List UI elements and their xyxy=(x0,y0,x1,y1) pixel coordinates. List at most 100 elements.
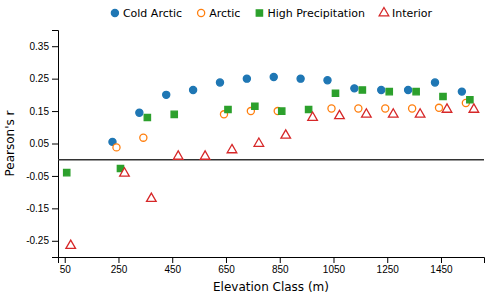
legend: Cold Arctic Arctic High Precipitation Inter… xyxy=(111,7,432,20)
legend-marker xyxy=(256,10,262,16)
y-axis-line xyxy=(52,31,59,258)
y-tick-mark xyxy=(52,144,58,145)
y-tick-mark xyxy=(52,241,58,242)
reference-line xyxy=(58,159,484,161)
point xyxy=(120,168,130,176)
y-tick-label: 0.35 xyxy=(30,41,50,52)
y-tick-mark xyxy=(52,46,58,47)
marks xyxy=(58,73,484,248)
y-tick-label: 0.05 xyxy=(30,138,50,149)
x-tick: 250 xyxy=(111,257,128,275)
point xyxy=(163,91,170,98)
legend-item: High Precipitation xyxy=(256,7,365,20)
point xyxy=(140,134,147,141)
point xyxy=(458,88,465,95)
legend-item: Interior xyxy=(379,7,432,20)
y-tick-mark xyxy=(52,111,58,112)
y-tick-label: 0.25 xyxy=(30,73,50,84)
point xyxy=(252,103,258,109)
x-tick-mark xyxy=(441,257,442,263)
point xyxy=(254,138,264,146)
x-tick-label: 1450 xyxy=(430,264,453,275)
x-tick-mark xyxy=(65,257,66,263)
x-tick-mark xyxy=(387,257,388,263)
x-axis-title: Elevation Class (m) xyxy=(213,280,329,294)
point xyxy=(442,104,452,112)
legend-label: Cold Arctic xyxy=(123,7,182,20)
y-tick: 0.05 xyxy=(30,138,58,149)
point xyxy=(351,85,358,92)
point xyxy=(431,79,438,86)
y-tick: 0.25 xyxy=(30,73,58,84)
point xyxy=(386,88,392,94)
x-tick-label: 1250 xyxy=(377,264,400,275)
point xyxy=(469,104,479,112)
x-tick-mark xyxy=(172,257,173,263)
x-tick-label: 450 xyxy=(164,264,181,275)
point xyxy=(467,97,473,103)
y-tick-mark xyxy=(52,176,58,177)
y-tick-mark xyxy=(52,208,58,209)
point xyxy=(409,105,416,112)
x-tick: 1250 xyxy=(377,257,400,275)
legend-label: High Precipitation xyxy=(267,7,365,20)
point xyxy=(378,86,385,93)
y-tick-label: 0.15 xyxy=(30,106,50,117)
point xyxy=(332,90,338,96)
point xyxy=(225,106,231,112)
point xyxy=(335,110,345,118)
legend-item: Arctic xyxy=(198,7,241,20)
y-tick: -0.15 xyxy=(26,203,58,214)
y-tick: 0.15 xyxy=(30,106,58,117)
point xyxy=(66,240,76,248)
plot: 50250450650850105012501450-0.25-0.15-0.0… xyxy=(26,31,484,276)
point xyxy=(388,109,398,117)
point xyxy=(171,111,177,117)
point xyxy=(270,73,277,80)
x-tick: 850 xyxy=(272,257,289,275)
legend-marker xyxy=(111,9,118,16)
x-axis: 50 250 450 650 850 1050 1250 1450 xyxy=(59,257,485,275)
legend-marker xyxy=(379,7,389,15)
x-tick: 650 xyxy=(218,257,235,275)
point xyxy=(308,112,318,120)
point xyxy=(227,144,237,152)
x-tick-mark xyxy=(118,257,119,263)
x-tick-label: 1050 xyxy=(323,264,346,275)
x-tick-label: 250 xyxy=(111,264,128,275)
y-tick-label: -0.15 xyxy=(26,203,49,214)
point xyxy=(147,193,157,201)
point xyxy=(305,106,311,112)
x-tick-label: 850 xyxy=(272,264,289,275)
point xyxy=(362,109,372,117)
y-axis: -0.25-0.15-0.050.050.150.250.35 xyxy=(26,31,58,258)
series xyxy=(113,99,470,151)
x-tick-label: 50 xyxy=(60,264,72,275)
point xyxy=(113,144,120,151)
x-axis-line xyxy=(59,258,485,264)
y-tick-mark xyxy=(52,79,58,80)
point xyxy=(200,151,210,159)
point xyxy=(382,105,389,112)
legend-label: Arctic xyxy=(209,7,240,20)
x-tick: 1050 xyxy=(323,257,346,275)
point xyxy=(243,75,250,82)
legend-item: Cold Arctic xyxy=(111,7,182,20)
point xyxy=(355,105,362,112)
legend-label: Interior xyxy=(392,7,433,20)
point xyxy=(405,86,412,93)
point xyxy=(440,93,446,99)
y-tick: -0.05 xyxy=(26,171,58,182)
point xyxy=(279,108,285,114)
point xyxy=(173,151,183,159)
y-tick-label: -0.05 xyxy=(26,171,49,182)
point xyxy=(415,109,425,117)
point xyxy=(413,88,419,94)
point xyxy=(297,75,304,82)
point xyxy=(64,170,70,176)
point xyxy=(324,77,331,84)
chart: 50250450650850105012501450-0.25-0.15-0.0… xyxy=(0,0,500,299)
point xyxy=(328,105,335,112)
x-tick-label: 650 xyxy=(218,264,235,275)
point xyxy=(359,87,365,93)
